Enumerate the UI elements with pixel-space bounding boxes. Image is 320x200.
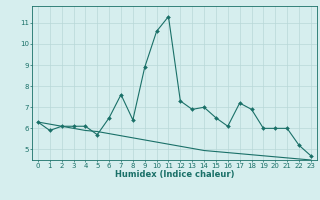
X-axis label: Humidex (Indice chaleur): Humidex (Indice chaleur) <box>115 170 234 179</box>
